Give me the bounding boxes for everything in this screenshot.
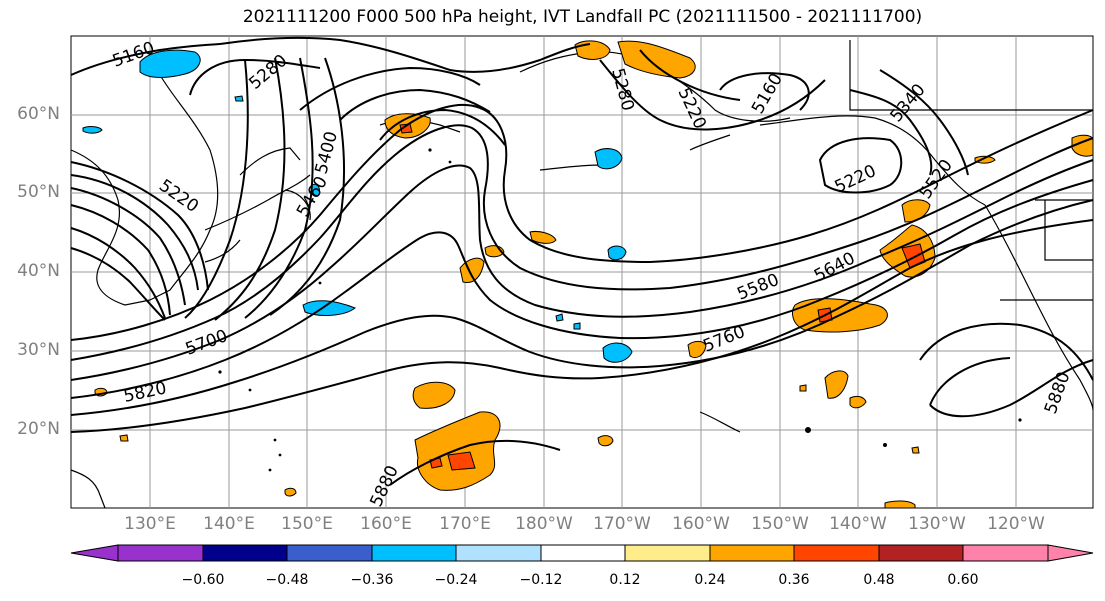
lat-label: 60°N [17, 104, 60, 124]
colorbar-tick-label: −0.36 [350, 572, 394, 588]
lon-label: 120°W [987, 514, 1045, 534]
lat-label: 40°N [17, 261, 60, 281]
lon-label: 130°E [124, 514, 176, 534]
colorbar-tick-label: 0.60 [947, 572, 979, 588]
colorbar-min-extend [70, 544, 119, 562]
lon-label: 140°E [203, 514, 255, 534]
colorbar-tick-label: −0.48 [265, 572, 309, 588]
lon-label: 150°W [751, 514, 809, 534]
lat-label: 20°N [17, 419, 60, 439]
lon-label: 180°W [515, 514, 573, 534]
lon-label: 140°W [829, 514, 887, 534]
islands [218, 148, 1022, 472]
height-contours [70, 36, 1094, 486]
colorbar-tick-label: 0.24 [694, 572, 726, 588]
colorbar [70, 544, 1094, 562]
colorbar-tick-label: 0.12 [609, 572, 641, 588]
map-title: 2021111200 F000 500 hPa height, IVT Land… [242, 7, 923, 27]
colorbar-tick-label: −0.12 [519, 572, 563, 588]
graticule [71, 36, 1093, 508]
ivt-positive-regions [94, 40, 1094, 509]
lon-label: 170°E [439, 514, 491, 534]
colorbar-tick-label: 0.36 [778, 572, 810, 588]
lon-label: 170°W [593, 514, 651, 534]
lon-label: 160°E [360, 514, 412, 534]
colorbar-tick-label: −0.60 [181, 572, 225, 588]
colorbar-tick-label: 0.48 [863, 572, 895, 588]
ivt-negative-regions [82, 49, 633, 363]
lon-label: 160°W [672, 514, 730, 534]
lon-label: 130°W [908, 514, 966, 534]
lat-label: 50°N [17, 182, 60, 202]
colorbar-tick-label: −0.24 [434, 572, 478, 588]
lat-label: 30°N [17, 340, 60, 360]
colorbar-max-extend [1047, 544, 1094, 562]
lon-label: 150°E [281, 514, 333, 534]
